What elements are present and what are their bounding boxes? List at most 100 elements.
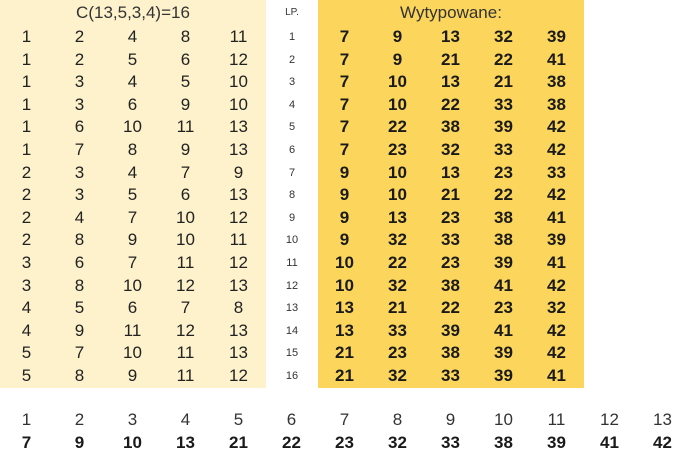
- combination-cell: 11: [176, 252, 195, 272]
- combination-cell: 4: [21, 298, 32, 318]
- mapping-index: 4: [180, 410, 191, 429]
- combination-cell: 2: [21, 162, 32, 182]
- combination-cell: 6: [180, 49, 191, 69]
- picked-cell: 39: [494, 343, 513, 363]
- picked-cell: 22: [441, 94, 460, 114]
- picked-row: 9 10 21 22 42: [318, 184, 584, 207]
- combination-cell: 8: [127, 139, 138, 159]
- combination-cell: 11: [229, 27, 248, 46]
- picked-cell: 22: [441, 298, 460, 318]
- lp-number: 1: [288, 31, 296, 43]
- combination-cell: 13: [229, 185, 248, 205]
- picked-row: 10 22 23 39 41: [318, 252, 584, 275]
- picked-cell: 23: [494, 162, 513, 182]
- picked-cell: 39: [441, 320, 460, 340]
- combination-cell: 3: [74, 162, 85, 182]
- combination-cell: 7: [180, 162, 191, 182]
- picked-cell: 41: [547, 252, 566, 272]
- picked-cell: 39: [494, 117, 513, 137]
- picked-cell: 38: [494, 230, 513, 250]
- combination-cell: 10: [229, 72, 248, 92]
- picked-cell: 33: [441, 230, 460, 250]
- mapping-index: 11: [547, 410, 566, 429]
- combination-row: 2 3 4 7 9: [0, 162, 266, 185]
- lp-row: 7: [266, 162, 318, 185]
- lp-row: 13: [266, 297, 318, 320]
- lp-number: 4: [288, 98, 296, 111]
- picked-row: 10 32 38 41 42: [318, 275, 584, 298]
- combination-cell: 7: [180, 298, 191, 318]
- mapping-index: 13: [653, 410, 672, 429]
- combination-cell: 7: [127, 252, 138, 272]
- mapping-value: 42: [653, 433, 672, 452]
- picked-cell: 33: [494, 139, 513, 159]
- mapping-index: 9: [445, 410, 456, 429]
- mapping-index: 5: [233, 410, 244, 429]
- picked-row: 7 10 22 33 38: [318, 94, 584, 117]
- picked-cell: 33: [547, 162, 566, 182]
- number-mapping: 1 2 3 4 5 6 7 8 9 10 11 12 13 7 9 10 13 21 22 23 32 33 38 39 41…: [0, 408, 689, 454]
- picked-cell: 10: [335, 252, 354, 272]
- picked-cell: 38: [547, 72, 566, 92]
- picked-cell: 42: [547, 275, 566, 295]
- lp-row: 5: [266, 116, 318, 139]
- combination-cell: 8: [74, 275, 85, 295]
- picked-cell: 42: [547, 343, 566, 363]
- mapping-value: 32: [388, 433, 407, 452]
- picked-cell: 9: [339, 185, 350, 205]
- lp-row: 4: [266, 94, 318, 117]
- combination-cell: 1: [21, 94, 32, 114]
- mapping-index: 2: [74, 410, 85, 429]
- combination-row: 1 2 4 8 11: [0, 26, 266, 49]
- combination-cell: 8: [74, 230, 85, 250]
- combination-cell: 8: [233, 298, 244, 318]
- picked-cell: 22: [388, 117, 407, 137]
- picked-cell: 32: [441, 139, 460, 159]
- combination-cell: 4: [21, 320, 32, 340]
- mapping-value: 13: [176, 433, 195, 452]
- combination-row: 2 8 9 10 11: [0, 229, 266, 252]
- lp-number: 10: [285, 234, 299, 247]
- combination-cell: 2: [21, 185, 32, 205]
- combination-cell: 7: [74, 139, 85, 159]
- combination-cell: 2: [74, 49, 85, 69]
- picked-cell: 10: [388, 72, 407, 92]
- lp-number: 8: [288, 189, 296, 202]
- picked-cell: 13: [441, 162, 460, 182]
- lp-number: 5: [288, 121, 296, 134]
- combination-cell: 3: [74, 72, 85, 92]
- mapping-index: 8: [392, 410, 403, 429]
- picked-cell: 39: [494, 365, 513, 385]
- picked-cell: 23: [388, 343, 407, 363]
- combination-cell: 5: [21, 343, 32, 363]
- picked-cell: 7: [339, 94, 350, 114]
- mapping-index: 6: [286, 410, 297, 429]
- picked-row: 7 9 21 22 41: [318, 49, 584, 72]
- picked-cell: 33: [388, 320, 407, 340]
- combination-cell: 11: [176, 365, 195, 385]
- lp-row: 10: [266, 229, 318, 252]
- picked-cell: 9: [339, 207, 350, 227]
- picked-cell: 10: [335, 275, 354, 295]
- combination-cell: 9: [180, 94, 191, 114]
- combination-cell: 1: [21, 72, 32, 92]
- lp-column: LP. 1 2 3 4 5 6 7 8 9 10 11 12 13 14 15 16: [266, 0, 318, 388]
- picked-cell: 42: [547, 185, 566, 205]
- picked-cell: 7: [339, 49, 350, 69]
- combination-cell: 5: [74, 298, 85, 318]
- picked-row: 13 21 22 23 32: [318, 297, 584, 320]
- combination-row: 1 3 6 9 10: [0, 94, 266, 117]
- combination-cell: 3: [21, 252, 32, 272]
- combination-panel: C(13,5,3,4)=16 1 2 4 8 11 1 2 5 6 12 1 3 4 5 10 1 3 6 9 10 1…: [0, 0, 266, 388]
- picked-cell: 7: [339, 27, 350, 46]
- combination-cell: 12: [229, 207, 248, 227]
- picked-cell: 21: [441, 49, 460, 69]
- combination-cell: 5: [127, 49, 138, 69]
- picked-title: Wytypowane:: [400, 3, 502, 22]
- picked-row: 7 10 13 21 38: [318, 71, 584, 94]
- mapping-index: 3: [127, 410, 138, 429]
- combination-cell: 4: [127, 27, 138, 46]
- picked-cell: 9: [339, 230, 350, 250]
- picked-cell: 22: [494, 49, 513, 69]
- picked-cell: 7: [339, 117, 350, 137]
